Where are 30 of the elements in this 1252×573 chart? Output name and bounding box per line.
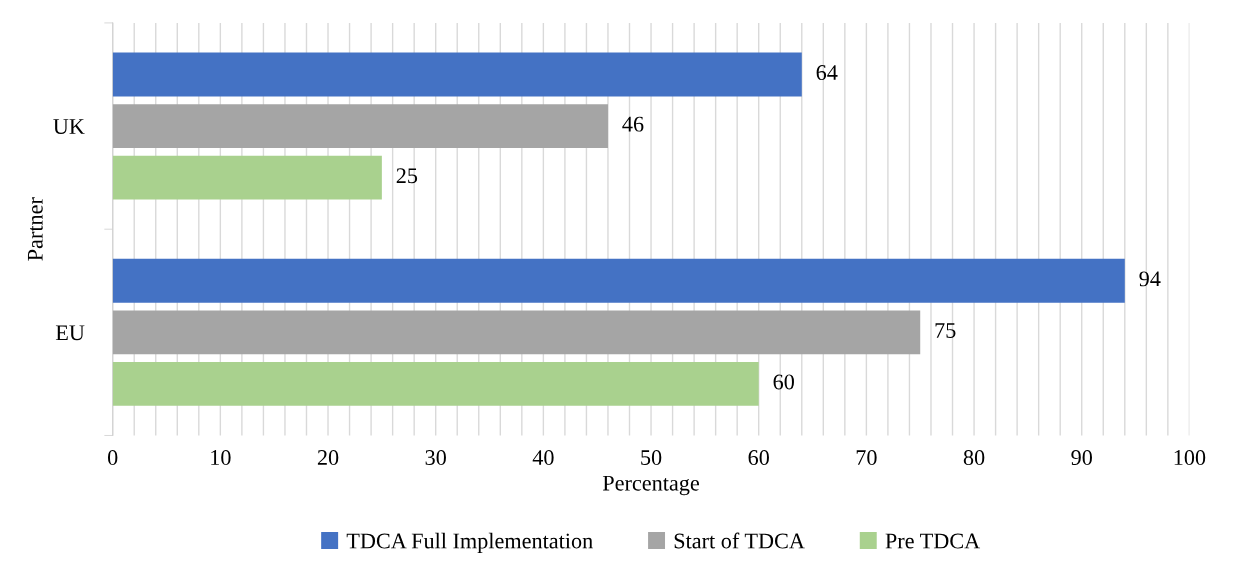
x-tick-label: 90 (1071, 450, 1092, 466)
legend-label: TDCA Full Implementation (346, 532, 593, 553)
data-label: 60 (773, 374, 794, 390)
x-tick-label: 10 (211, 450, 231, 466)
x-tick-label: 0 (107, 450, 118, 466)
x-tick-label: 100 (1174, 450, 1206, 466)
data-label: 75 (935, 323, 956, 338)
x-tick-label: 30 (425, 450, 446, 466)
x-tick-label: 50 (641, 450, 662, 466)
x-tick-label: 80 (963, 450, 985, 466)
data-label: 46 (622, 116, 644, 132)
data-label: 25 (396, 168, 418, 184)
bar (112, 258, 1125, 303)
bar (112, 361, 759, 406)
bar (112, 104, 608, 148)
y-axis-title: Partner (27, 197, 43, 261)
data-label: 64 (816, 65, 838, 81)
y-tick-label: EU (55, 325, 85, 341)
x-tick-label: 40 (532, 450, 554, 466)
x-tick-label: 70 (856, 450, 877, 466)
x-tick-label: 60 (748, 450, 769, 466)
bar (112, 155, 382, 200)
bar (112, 52, 802, 97)
legend-label: Pre TDCA (885, 533, 981, 549)
legend-label: Start of TDCA (674, 532, 805, 549)
x-axis-title: Percentage (602, 475, 699, 496)
x-tick-label: 20 (317, 450, 339, 466)
data-label: 94 (1139, 271, 1161, 287)
y-tick-label: UK (53, 119, 85, 134)
bar (112, 310, 921, 355)
